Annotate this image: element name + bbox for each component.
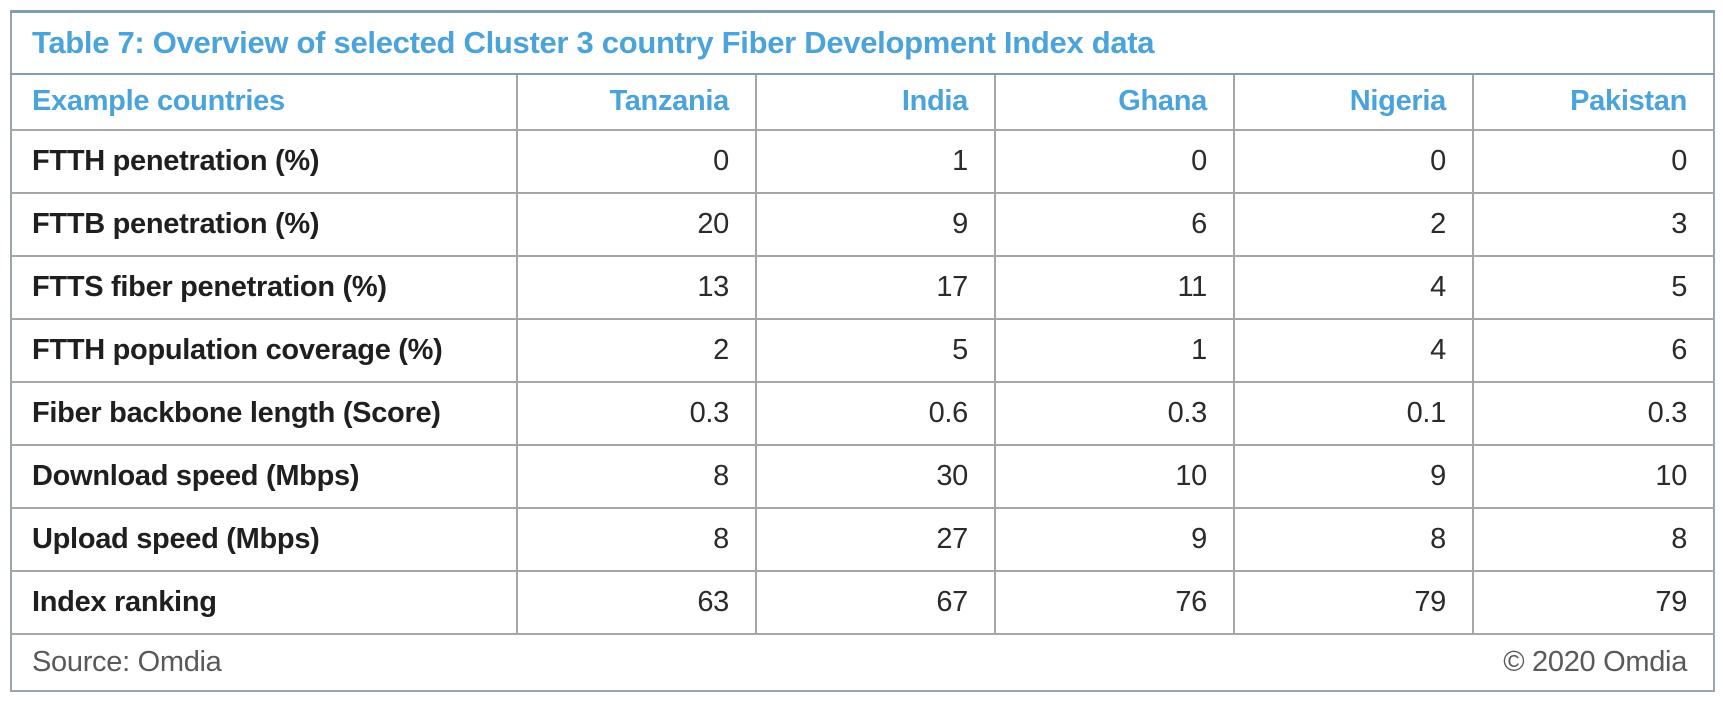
value-cell: 79 (1233, 570, 1473, 635)
value-cell: 10 (1471, 444, 1715, 509)
value-cell: 27 (755, 507, 995, 572)
source-label: Source: Omdia (32, 645, 222, 678)
fiber-development-index-table: Table 7: Overview of selected Cluster 3 … (10, 10, 1716, 692)
value-cell: 2 (516, 318, 756, 383)
value-cell: 0 (516, 129, 756, 194)
table-row-ftts-fiber-penetration: FTTS fiber penetration (%) 13 17 11 4 5 (11, 255, 1715, 320)
table-row-ftth-population-coverage: FTTH population coverage (%) 2 5 1 4 6 (11, 318, 1715, 383)
row-label: Upload speed (Mbps) (11, 507, 517, 572)
value-cell: 8 (1233, 507, 1473, 572)
row-label: FTTS fiber penetration (%) (11, 255, 517, 320)
value-cell: 0 (1233, 129, 1473, 194)
table-row-download-speed: Download speed (Mbps) 8 30 10 9 10 (11, 444, 1715, 509)
value-cell: 6 (1471, 318, 1715, 383)
value-cell: 3 (1471, 192, 1715, 257)
value-cell: 8 (1471, 507, 1715, 572)
value-cell: 4 (1233, 318, 1473, 383)
column-header-nigeria: Nigeria (1233, 73, 1473, 131)
column-header-tanzania: Tanzania (516, 73, 756, 131)
table-title: Table 7: Overview of selected Cluster 3 … (11, 11, 1715, 75)
column-header-example-countries: Example countries (11, 73, 517, 131)
value-cell: 67 (755, 570, 995, 635)
value-cell: 17 (755, 255, 995, 320)
table-row-index-ranking: Index ranking 63 67 76 79 79 (11, 570, 1715, 635)
row-label: FTTH population coverage (%) (11, 318, 517, 383)
value-cell: 30 (755, 444, 995, 509)
column-header-ghana: Ghana (994, 73, 1234, 131)
value-cell: 0.1 (1233, 381, 1473, 446)
value-cell: 6 (994, 192, 1234, 257)
table-row-ftth-penetration: FTTH penetration (%) 0 1 0 0 0 (11, 129, 1715, 194)
value-cell: 8 (516, 444, 756, 509)
table-row-fiber-backbone-length: Fiber backbone length (Score) 0.3 0.6 0.… (11, 381, 1715, 446)
value-cell: 5 (1471, 255, 1715, 320)
copyright-label: © 2020 Omdia (1503, 645, 1688, 678)
row-label: FTTH penetration (%) (11, 129, 517, 194)
value-cell: 9 (1233, 444, 1473, 509)
row-label: Index ranking (11, 570, 517, 635)
value-cell: 0.3 (994, 381, 1234, 446)
column-header-pakistan: Pakistan (1471, 73, 1715, 131)
table-row-upload-speed: Upload speed (Mbps) 8 27 9 8 8 (11, 507, 1715, 572)
value-cell: 2 (1233, 192, 1473, 257)
table-title-row: Table 7: Overview of selected Cluster 3 … (11, 11, 1715, 75)
value-cell: 0.3 (516, 381, 756, 446)
value-cell: 0 (994, 129, 1234, 194)
row-label: FTTB penetration (%) (11, 192, 517, 257)
value-cell: 13 (516, 255, 756, 320)
value-cell: 4 (1233, 255, 1473, 320)
value-cell: 0 (1471, 129, 1715, 194)
table-header-row: Example countries Tanzania India Ghana N… (11, 73, 1715, 131)
row-label: Fiber backbone length (Score) (11, 381, 517, 446)
value-cell: 11 (994, 255, 1234, 320)
value-cell: 63 (516, 570, 756, 635)
value-cell: 1 (755, 129, 995, 194)
value-cell: 5 (755, 318, 995, 383)
footer-bar: Source: Omdia © 2020 Omdia (12, 646, 1713, 679)
column-header-india: India (755, 73, 995, 131)
value-cell: 9 (755, 192, 995, 257)
value-cell: 9 (994, 507, 1234, 572)
value-cell: 1 (994, 318, 1234, 383)
value-cell: 8 (516, 507, 756, 572)
value-cell: 20 (516, 192, 756, 257)
row-label: Download speed (Mbps) (11, 444, 517, 509)
value-cell: 79 (1471, 570, 1715, 635)
table-row-fttb-penetration: FTTB penetration (%) 20 9 6 2 3 (11, 192, 1715, 257)
value-cell: 0.6 (755, 381, 995, 446)
value-cell: 76 (994, 570, 1234, 635)
value-cell: 10 (994, 444, 1234, 509)
table-footer-row: Source: Omdia © 2020 Omdia (11, 634, 1714, 691)
value-cell: 0.3 (1471, 381, 1715, 446)
